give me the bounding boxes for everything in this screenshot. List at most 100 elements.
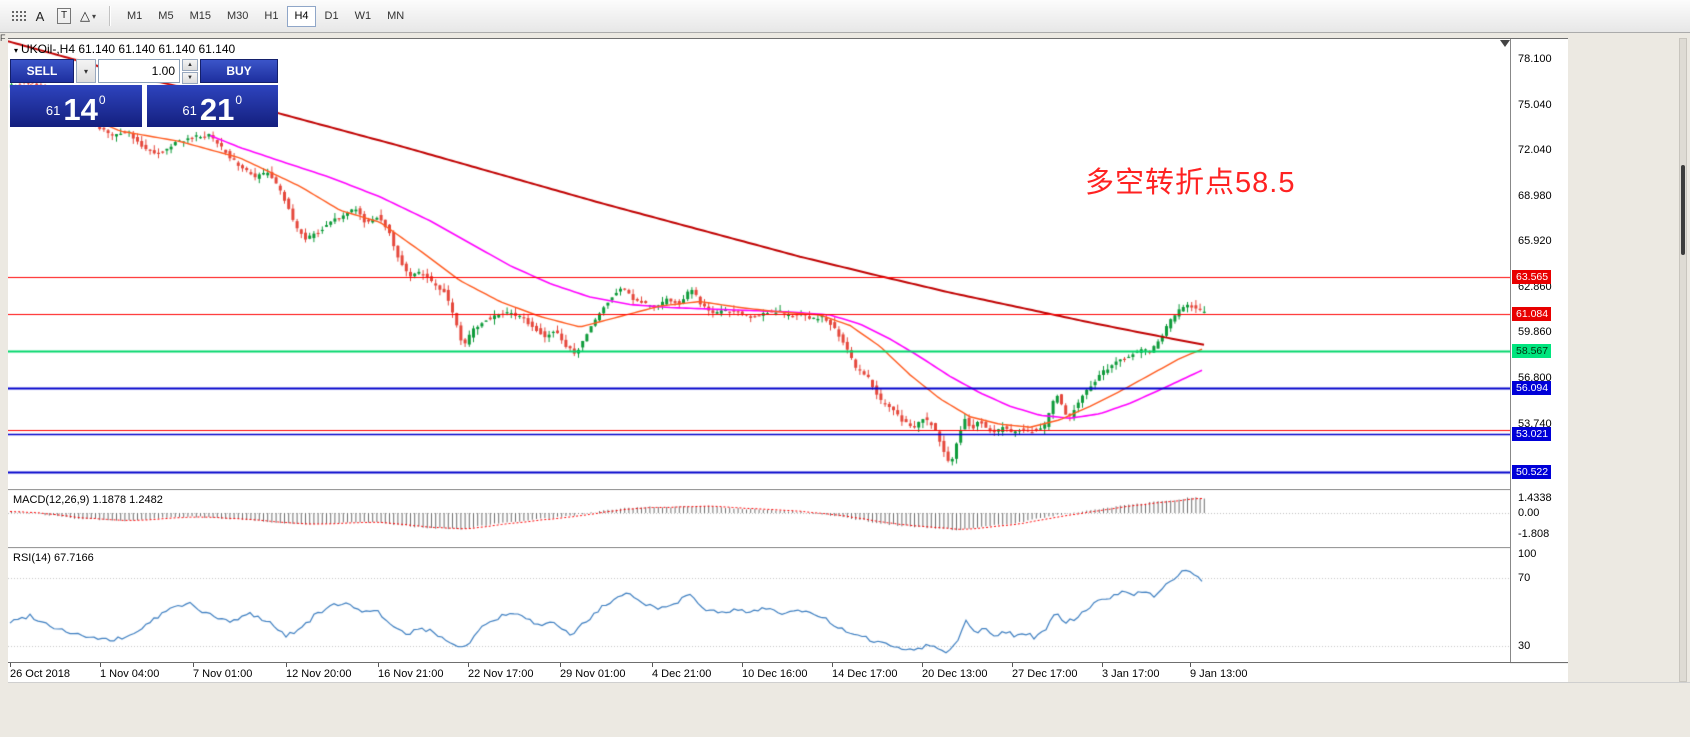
price-level-badge: 50.522 [1512, 464, 1552, 479]
ask-price-box[interactable]: 61 21 0 [146, 85, 278, 127]
bid-point: 0 [98, 93, 106, 107]
dropdown-caret-icon: ▾ [91, 11, 96, 21]
timeframe-m30[interactable]: M30 [220, 6, 255, 27]
price-tick: 78.100 [1518, 53, 1552, 66]
price-level-badge: 61.084 [1512, 306, 1552, 321]
time-label: 12 Nov 20:00 [286, 668, 352, 680]
price-tick: 65.920 [1518, 235, 1552, 248]
one-click-trading-panel: SELL ▾ ▲ ▼ BUY 61 14 0 61 21 0 [10, 59, 278, 127]
top-toolbar: A T △ ▾ M1 M5 M15 M30 H1 H4 D1 W1 MN [0, 0, 1690, 33]
bottom-strip [0, 682, 1690, 737]
time-tick [560, 663, 561, 667]
price-tick: 72.040 [1518, 143, 1552, 156]
time-tick [378, 663, 379, 667]
indicator-axis-label: 100 [1518, 548, 1537, 560]
timeframe-m5[interactable]: M5 [151, 6, 180, 27]
bid-big-figure: 61 [45, 103, 61, 118]
right-gutter [1568, 33, 1690, 737]
price-level-badge: 56.094 [1512, 381, 1552, 396]
chart-shift-marker-icon[interactable] [1500, 40, 1510, 47]
trade-panel-controls-row: SELL ▾ ▲ ▼ BUY [10, 59, 278, 84]
time-label: 27 Dec 17:00 [1012, 668, 1078, 680]
grid-dots-icon [12, 15, 14, 17]
ask-big-figure: 61 [182, 103, 197, 118]
indicator-axis-label: -1.808 [1518, 528, 1550, 540]
timeframe-mn[interactable]: MN [380, 6, 411, 27]
time-label: 3 Jan 17:00 [1102, 668, 1160, 680]
price-tick: 62.860 [1518, 281, 1552, 294]
timeframe-w1[interactable]: W1 [348, 6, 379, 27]
macd-label: MACD(12,26,9) 1.1878 1.2482 [13, 494, 163, 506]
pane-separator-rsi[interactable] [8, 547, 1568, 548]
collapse-triangle-icon[interactable]: ▾ [14, 46, 19, 55]
bid-pips: 14 [63, 91, 98, 127]
toolbar-separator [109, 6, 110, 26]
vertical-scrollbar[interactable] [1679, 38, 1687, 682]
time-tick [742, 663, 743, 667]
chart-title: ▾ UKOil-,H4 61.140 61.140 61.140 61.140 [14, 42, 235, 56]
indicator-axis-label: 0.00 [1518, 507, 1540, 519]
price-axis[interactable]: 78.100 75.040 72.040 68.980 65.920 62.860 59.8… [1510, 39, 1568, 662]
rsi-indicator-canvas[interactable] [8, 548, 1510, 661]
grid-icon[interactable] [4, 4, 28, 28]
price-level-badge: 63.565 [1512, 269, 1552, 284]
text-label-icon[interactable]: T [52, 4, 76, 28]
left-edge-strip: F [0, 33, 8, 737]
triangle-glyph: △ [79, 8, 90, 23]
cursor-a-icon[interactable]: A [28, 4, 52, 28]
price-tick: 56.800 [1518, 371, 1552, 384]
lot-spinner: ▲ ▼ [182, 59, 198, 84]
timeframe-m1[interactable]: M1 [120, 6, 149, 27]
letter-a-glyph: A [35, 8, 45, 24]
bid-price-box[interactable]: 61 14 0 [10, 85, 142, 127]
letter-t-glyph: T [56, 8, 72, 24]
indicator-axis-label: 30 [1518, 640, 1531, 652]
time-tick [1012, 663, 1013, 667]
time-label: 22 Nov 17:00 [468, 668, 534, 680]
time-axis[interactable]: 26 Oct 2018 1 Nov 04:00 7 Nov 01:00 12 Nov … [8, 663, 1510, 683]
shapes-icon[interactable]: △ ▾ [76, 4, 100, 28]
indicator-axis-label: 70 [1518, 572, 1531, 584]
chart-area: ▾ UKOil-,H4 61.140 61.140 61.140 61.140 多… [8, 38, 1568, 683]
time-label: 20 Dec 13:00 [922, 668, 988, 680]
ask-point: 0 [235, 93, 243, 107]
time-label: 1 Nov 04:00 [100, 668, 160, 680]
time-label: 7 Nov 01:00 [193, 668, 253, 680]
time-label: 29 Nov 01:00 [560, 668, 626, 680]
time-label: 9 Jan 13:00 [1190, 668, 1248, 680]
time-label: 16 Nov 21:00 [378, 668, 444, 680]
lot-size-input[interactable] [98, 59, 180, 83]
chart-title-text: UKOil-,H4 61.140 61.140 61.140 61.140 [21, 42, 236, 56]
price-tick: 68.980 [1518, 189, 1552, 202]
pane-separator-macd[interactable] [8, 489, 1568, 490]
pane-separator-timeaxis [8, 662, 1568, 663]
time-tick [286, 663, 287, 667]
timeframe-m15[interactable]: M15 [183, 6, 218, 27]
time-label: 10 Dec 16:00 [742, 668, 808, 680]
timeframe-button-group: M1 M5 M15 M30 H1 H4 D1 W1 MN [119, 5, 412, 27]
timeframe-d1[interactable]: D1 [318, 6, 346, 27]
rsi-label: RSI(14) 67.7166 [13, 552, 94, 564]
spinner-down-icon[interactable]: ▼ [182, 72, 198, 84]
time-tick [1190, 663, 1191, 667]
scrollbar-thumb[interactable] [1681, 165, 1685, 255]
indicator-axis-label: 1.4338 [1518, 492, 1552, 504]
buy-button[interactable]: BUY [200, 59, 278, 83]
trade-panel-price-row: 61 14 0 61 21 0 [10, 85, 278, 127]
lot-dropdown-button[interactable]: ▾ [76, 59, 96, 83]
sell-button[interactable]: SELL [10, 59, 74, 83]
price-tick: 53.740 [1518, 417, 1552, 430]
timeframe-h4[interactable]: H4 [287, 5, 316, 27]
timeframe-h1[interactable]: H1 [257, 6, 285, 27]
time-label: 4 Dec 21:00 [652, 668, 712, 680]
time-tick [193, 663, 194, 667]
spinner-up-icon[interactable]: ▲ [182, 59, 198, 71]
annotation-text: 多空转折点58.5 [1085, 167, 1296, 199]
macd-indicator-canvas[interactable] [8, 490, 1510, 546]
time-tick [1102, 663, 1103, 667]
time-tick [468, 663, 469, 667]
time-tick [922, 663, 923, 667]
clipped-f-label: F [0, 33, 6, 43]
time-tick [652, 663, 653, 667]
